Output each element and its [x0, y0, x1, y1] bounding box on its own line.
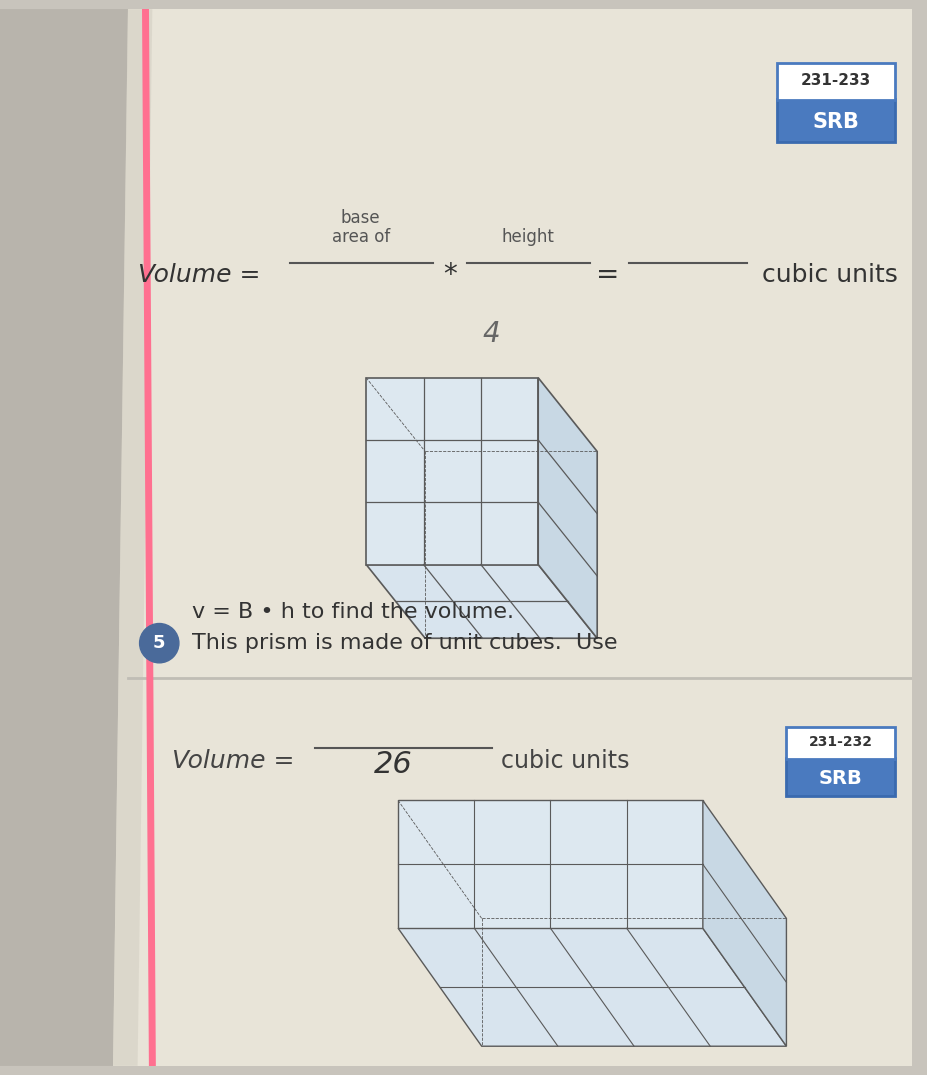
Polygon shape — [538, 377, 597, 639]
Text: cubic units: cubic units — [761, 262, 896, 287]
Text: 5: 5 — [153, 634, 165, 653]
Text: area of: area of — [331, 228, 389, 246]
Text: 4: 4 — [482, 319, 500, 347]
Polygon shape — [398, 801, 702, 928]
FancyBboxPatch shape — [785, 758, 894, 796]
Polygon shape — [398, 928, 785, 1046]
Text: cubic units: cubic units — [501, 749, 629, 773]
FancyBboxPatch shape — [785, 727, 894, 759]
Polygon shape — [702, 801, 785, 1046]
Text: Volume =: Volume = — [171, 749, 302, 773]
Text: *: * — [443, 260, 457, 288]
Polygon shape — [113, 9, 152, 1066]
Text: SRB: SRB — [818, 769, 861, 788]
Polygon shape — [366, 377, 538, 564]
Polygon shape — [113, 9, 911, 1066]
Text: v = B • h to find the volume.: v = B • h to find the volume. — [192, 602, 514, 621]
Text: 231-233: 231-233 — [800, 73, 870, 88]
Text: 231-232: 231-232 — [807, 735, 871, 749]
Text: base: base — [340, 209, 380, 227]
Text: Volume =: Volume = — [137, 262, 268, 287]
Text: SRB: SRB — [811, 112, 858, 132]
Text: height: height — [501, 228, 553, 246]
Text: 26: 26 — [374, 749, 413, 778]
Text: This prism is made of unit cubes.  Use: This prism is made of unit cubes. Use — [192, 633, 616, 654]
Polygon shape — [366, 564, 597, 639]
FancyBboxPatch shape — [776, 63, 894, 100]
Circle shape — [139, 624, 179, 663]
FancyBboxPatch shape — [776, 99, 894, 142]
Polygon shape — [0, 9, 147, 1066]
Text: =: = — [595, 260, 618, 288]
